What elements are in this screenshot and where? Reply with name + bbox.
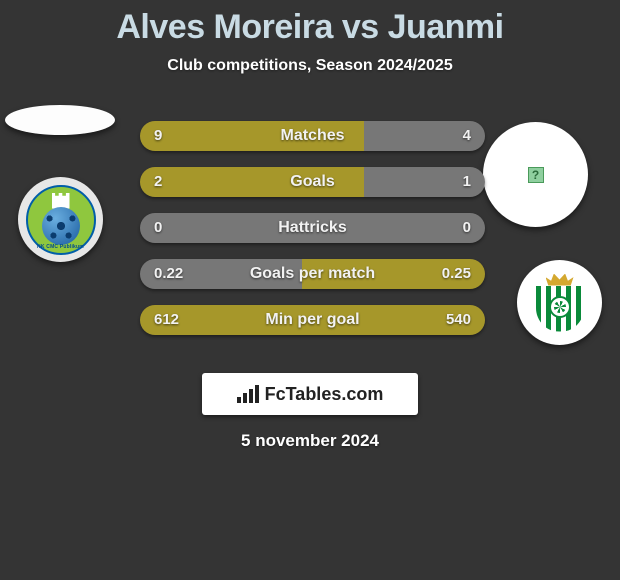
left-club-badge: NK CMC Publikum: [18, 177, 103, 262]
right-player-avatar: ?: [483, 122, 588, 227]
brand-label: FcTables.com: [265, 384, 384, 405]
subtitle: Club competitions, Season 2024/2025: [0, 57, 620, 75]
date-label: 5 november 2024: [0, 431, 620, 451]
page-title: Alves Moreira vs Juanmi: [0, 0, 620, 47]
placeholder-icon: ?: [528, 167, 544, 183]
stat-label: Goals: [140, 167, 485, 197]
footer: FcTables.com 5 november 2024: [0, 373, 620, 451]
stat-label: Matches: [140, 121, 485, 151]
stat-value-right: 0.25: [442, 259, 471, 289]
left-club-label: NK CMC Publikum: [28, 244, 94, 250]
right-club-badge: [517, 260, 602, 345]
left-player-avatar: [5, 105, 115, 135]
comparison-content: NK CMC Publikum ? 9 Matches 4: [0, 105, 620, 365]
infographic-root: Alves Moreira vs Juanmi Club competition…: [0, 0, 620, 451]
stat-row-hattricks: 0 Hattricks 0: [140, 213, 485, 243]
stat-value-right: 1: [463, 167, 471, 197]
stats-bars: 9 Matches 4 2 Goals 1 0 Hattricks 0: [140, 121, 485, 351]
stat-value-right: 4: [463, 121, 471, 151]
stat-label: Min per goal: [140, 305, 485, 335]
stat-row-goals: 2 Goals 1: [140, 167, 485, 197]
stat-label: Hattricks: [140, 213, 485, 243]
stat-row-matches: 9 Matches 4: [140, 121, 485, 151]
stat-label: Goals per match: [140, 259, 485, 289]
bar-chart-icon: [237, 385, 259, 403]
crown-icon: [546, 274, 574, 286]
stat-value-right: 0: [463, 213, 471, 243]
crest-center-icon: [549, 296, 571, 318]
brand-box: FcTables.com: [202, 373, 418, 415]
stat-value-right: 540: [446, 305, 471, 335]
stat-row-gpm: 0.22 Goals per match 0.25: [140, 259, 485, 289]
football-icon: [42, 207, 80, 245]
stat-row-mpg: 612 Min per goal 540: [140, 305, 485, 335]
